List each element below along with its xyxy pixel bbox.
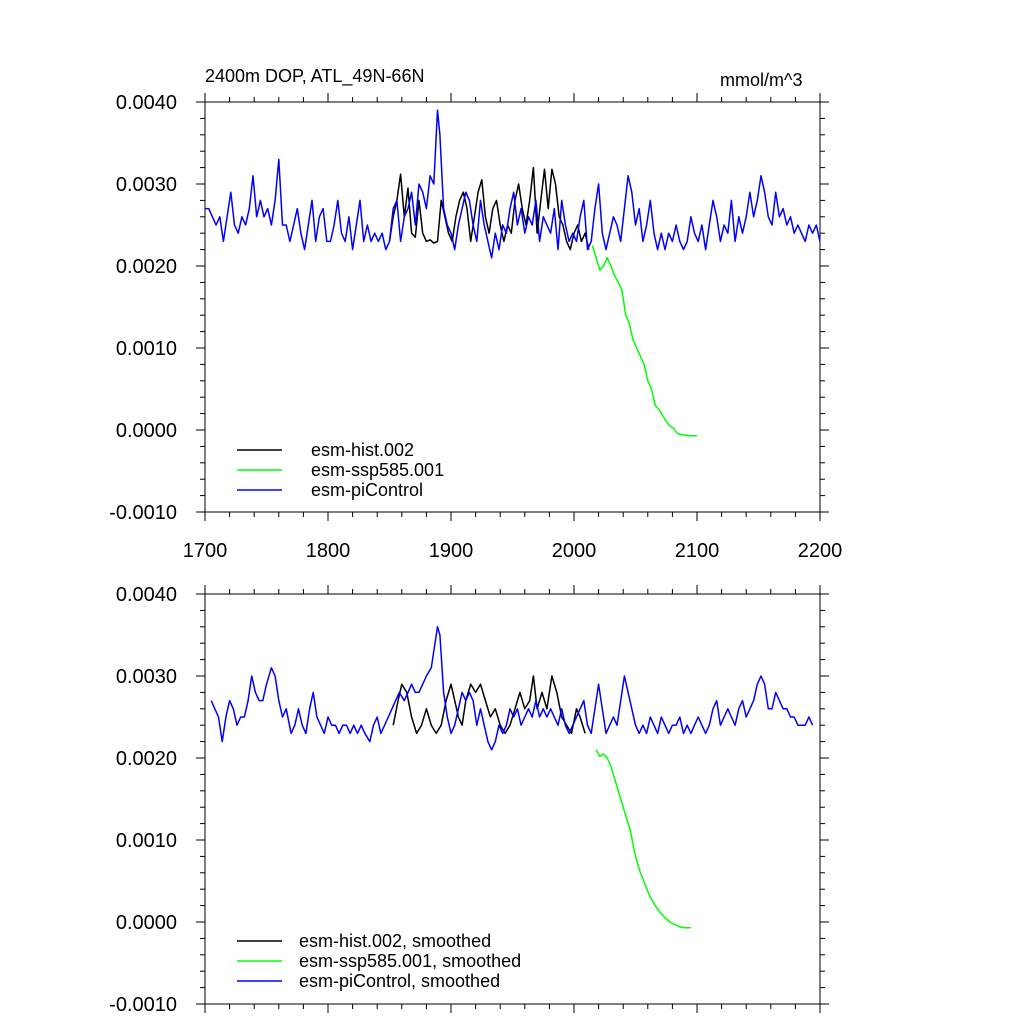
y-tick-label: 0.0020 <box>116 256 177 278</box>
x-tick-label: 2000 <box>552 540 597 562</box>
series-line <box>205 109 821 259</box>
top-panel: 0.0040 0.0030 0.0020 0.0010 0.0000 -0.0010 170… <box>109 92 842 562</box>
y-tick-label: 0.0030 <box>116 666 177 688</box>
legend-label: esm-hist.002 <box>311 440 414 460</box>
legend-label: esm-ssp585.001 <box>311 460 444 480</box>
y-tick-label: 0.0030 <box>116 174 177 196</box>
bottom-panel: 0.0040 0.0030 0.0020 0.0010 0.0000 -0.0010 esm… <box>109 584 829 1016</box>
legend-label: esm-hist.002, smoothed <box>299 931 491 951</box>
units-label: mmol/m^3 <box>720 70 803 90</box>
y-tick-label: 0.0000 <box>116 420 177 442</box>
y-tick-label: 0.0020 <box>116 748 177 770</box>
y-tick-label: 0.0000 <box>116 912 177 934</box>
x-tick-label: 1900 <box>429 540 474 562</box>
series-line <box>595 749 691 929</box>
plot-frame <box>204 101 821 513</box>
series-line <box>591 245 697 437</box>
chart-title: 2400m DOP, ATL_49N-66N <box>205 66 425 86</box>
legend-label: esm-piControl, smoothed <box>299 971 500 991</box>
y-tick-label: 0.0010 <box>116 338 177 360</box>
series-line <box>388 166 590 251</box>
y-tick-label: 0.0040 <box>116 92 177 114</box>
x-tick-label: 2200 <box>798 540 843 562</box>
y-tick-label: -0.0010 <box>109 502 177 524</box>
series-line <box>392 675 586 735</box>
legend-label: esm-ssp585.001, smoothed <box>299 951 521 971</box>
y-tick-label: 0.0010 <box>116 830 177 852</box>
x-tick-label: 2100 <box>675 540 720 562</box>
x-tick-label: 1700 <box>183 540 228 562</box>
y-tick-label: -0.0010 <box>109 994 177 1016</box>
y-tick-label: 0.0040 <box>116 584 177 606</box>
legend-label: esm-piControl <box>311 480 423 500</box>
series-line <box>210 626 814 751</box>
plot-frame <box>204 593 821 1005</box>
x-tick-label: 1800 <box>306 540 351 562</box>
